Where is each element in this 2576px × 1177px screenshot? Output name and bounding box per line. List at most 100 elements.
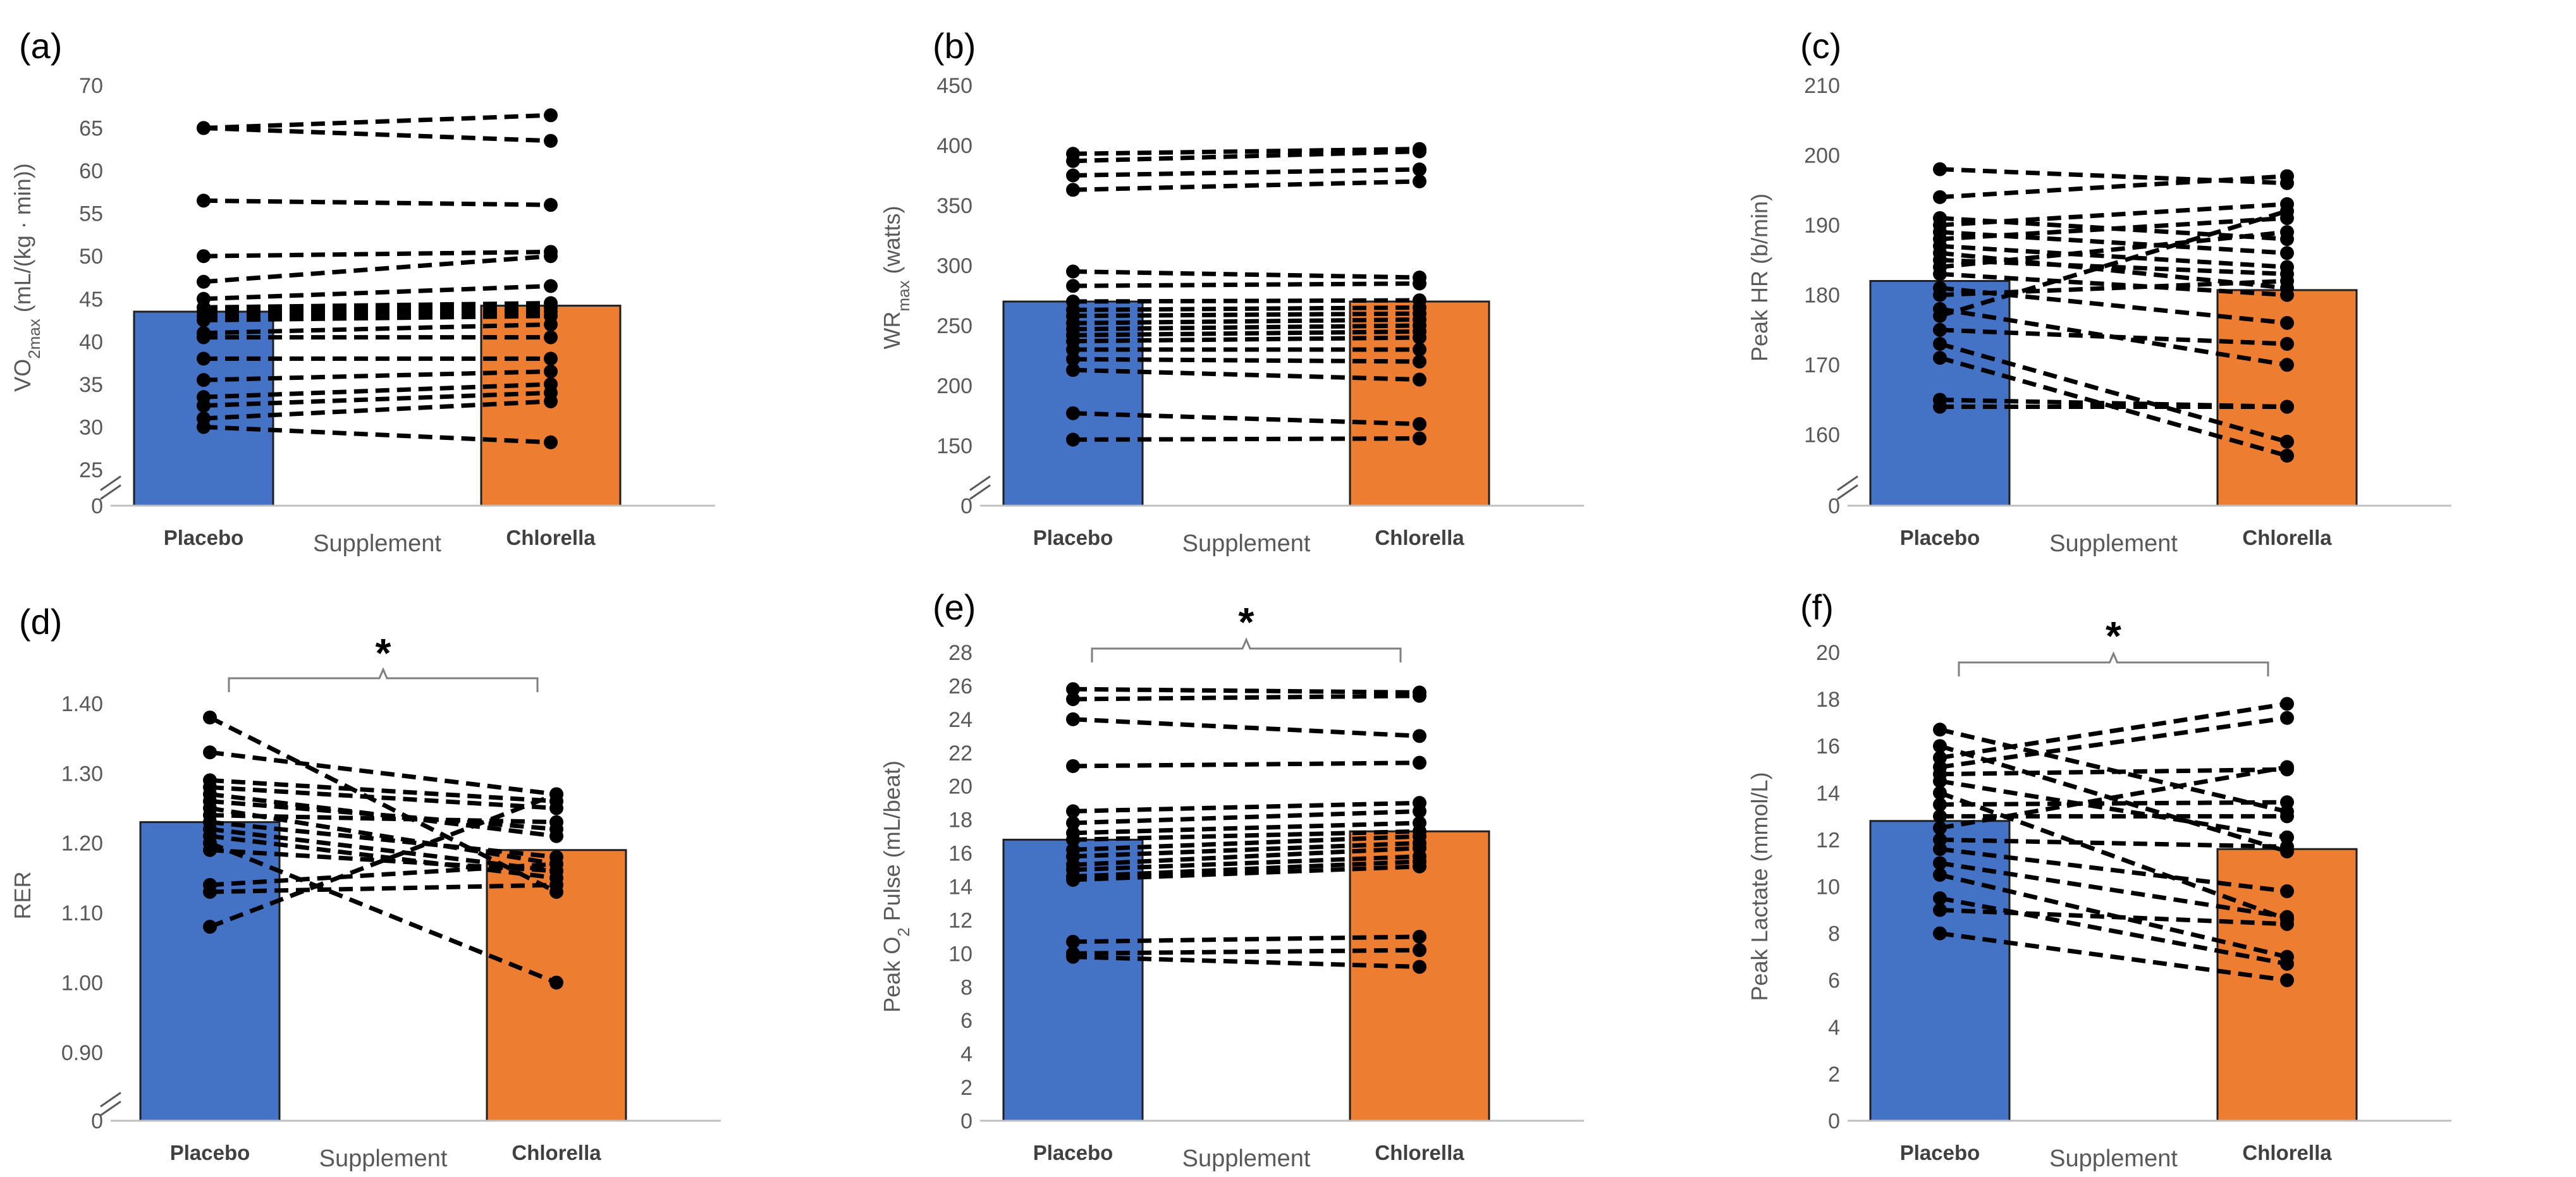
y-tick-label: 18 bbox=[948, 808, 972, 832]
chlorella-point bbox=[1413, 804, 1426, 819]
chlorella-point bbox=[1413, 943, 1426, 958]
placebo-point bbox=[1933, 820, 1947, 835]
placebo-point bbox=[1066, 949, 1080, 964]
category-label-placebo: Placebo bbox=[1033, 526, 1113, 549]
paired-line bbox=[209, 806, 557, 867]
paired-line bbox=[1939, 846, 2288, 894]
placebo-point bbox=[1933, 399, 1947, 414]
paired-line bbox=[1939, 716, 2288, 770]
chart-panel-4: 0 0.90 1.00 1.10 1.20 1.30 1.40 Placebo Chlorell… bbox=[9, 602, 721, 1172]
placebo-point bbox=[1066, 432, 1080, 447]
paired-line bbox=[1072, 305, 1420, 312]
paired-line bbox=[1939, 202, 2288, 228]
chlorella-point bbox=[1413, 729, 1426, 743]
paired-line bbox=[209, 820, 557, 860]
placebo-point bbox=[1933, 842, 1947, 857]
y-tick-label: 0 bbox=[1828, 494, 1840, 518]
placebo-point bbox=[1066, 264, 1080, 279]
y-tick-label: 160 bbox=[1804, 424, 1840, 448]
chlorella-point bbox=[544, 394, 558, 408]
y-tick-label: 12 bbox=[1816, 828, 1840, 852]
placebo-point bbox=[1933, 739, 1947, 753]
chlorella-point bbox=[544, 435, 558, 449]
placebo-point bbox=[1933, 288, 1947, 302]
significance-star: * bbox=[1239, 599, 1254, 645]
paired-line bbox=[209, 882, 557, 894]
paired-line bbox=[1939, 860, 2288, 920]
significance-bracket bbox=[1091, 637, 1402, 662]
chlorella-point bbox=[1413, 929, 1426, 944]
paired-line bbox=[203, 253, 551, 284]
paired-line bbox=[1072, 281, 1420, 288]
category-label-chlorella: Chlorella bbox=[1375, 526, 1464, 549]
placebo-point bbox=[1066, 804, 1080, 819]
paired-line bbox=[1939, 271, 2288, 298]
y-tick-label: 150 bbox=[936, 434, 972, 458]
y-tick-label: 1.30 bbox=[61, 762, 103, 786]
paired-line bbox=[209, 841, 558, 985]
chlorella-point bbox=[544, 330, 558, 345]
paired-line bbox=[209, 813, 557, 825]
paired-line bbox=[203, 382, 551, 399]
paired-line bbox=[1939, 286, 2288, 326]
category-label-placebo: Placebo bbox=[1900, 526, 1980, 549]
panel-label: (d) bbox=[19, 602, 62, 642]
chlorella-point bbox=[2280, 956, 2294, 971]
chart-panel-1: 0 25 30 35 40 45 50 55 60 65 70 Placebo Chlorella Sup… bbox=[9, 26, 715, 557]
paired-line bbox=[203, 322, 551, 336]
chlorella-point bbox=[2280, 274, 2294, 288]
placebo-point bbox=[197, 420, 211, 434]
y-axis-label: Peak HR (b/min) bbox=[1746, 193, 1772, 362]
chlorella-point bbox=[2280, 225, 2294, 240]
y-tick-label: 35 bbox=[79, 373, 103, 397]
paired-line bbox=[1072, 829, 1420, 842]
y-tick-label: 60 bbox=[79, 159, 103, 183]
y-tick-label: 20 bbox=[948, 775, 972, 799]
paired-line bbox=[1072, 686, 1420, 695]
x-axis-label: Supplement bbox=[313, 530, 441, 557]
placebo-point bbox=[1066, 712, 1080, 726]
placebo-point bbox=[1933, 190, 1947, 204]
paired-line bbox=[209, 862, 557, 887]
paired-line bbox=[1939, 229, 2288, 269]
paired-line bbox=[203, 390, 551, 408]
placebo-point bbox=[1933, 322, 1947, 337]
bar-chlorella bbox=[1349, 830, 1490, 1122]
y-axis-label: Peak O2 Pulse (mL/beat) bbox=[879, 760, 913, 1013]
y-tick-label: 70 bbox=[79, 74, 103, 98]
chlorella-point bbox=[544, 351, 558, 366]
placebo-point bbox=[197, 373, 211, 387]
y-tick-label: 40 bbox=[79, 330, 103, 354]
y-tick-label: 4 bbox=[960, 1042, 972, 1066]
panel-label: (f) bbox=[1800, 587, 1834, 627]
y-tick-label: 250 bbox=[936, 314, 972, 338]
placebo-point bbox=[197, 398, 211, 413]
axis-break-mark bbox=[100, 1092, 121, 1116]
paired-line bbox=[1072, 834, 1420, 852]
chlorella-point bbox=[544, 249, 558, 264]
placebo-point bbox=[1066, 279, 1080, 293]
panel-label: (a) bbox=[19, 26, 62, 66]
paired-line bbox=[1072, 693, 1420, 702]
y-tick-label: 210 bbox=[1804, 74, 1840, 98]
paired-line bbox=[1072, 317, 1420, 326]
category-label-placebo: Placebo bbox=[1900, 1141, 1980, 1164]
chlorella-point bbox=[1413, 331, 1426, 345]
placebo-point bbox=[1066, 832, 1080, 847]
paired-line bbox=[1939, 931, 2288, 983]
paired-line bbox=[1072, 323, 1420, 332]
chlorella-point bbox=[2280, 169, 2294, 183]
chlorella-point bbox=[2280, 884, 2294, 898]
placebo-point bbox=[197, 193, 211, 208]
paired-line bbox=[1072, 329, 1420, 338]
paired-line bbox=[203, 305, 551, 314]
y-tick-label: 190 bbox=[1804, 214, 1840, 238]
chlorella-point bbox=[1413, 859, 1426, 874]
paired-line bbox=[1072, 367, 1420, 382]
chlorella-point bbox=[1413, 174, 1426, 188]
paired-line bbox=[1939, 327, 2288, 346]
paired-line bbox=[1939, 800, 2288, 807]
paired-line bbox=[1072, 800, 1420, 814]
significance-star: * bbox=[2106, 613, 2121, 659]
